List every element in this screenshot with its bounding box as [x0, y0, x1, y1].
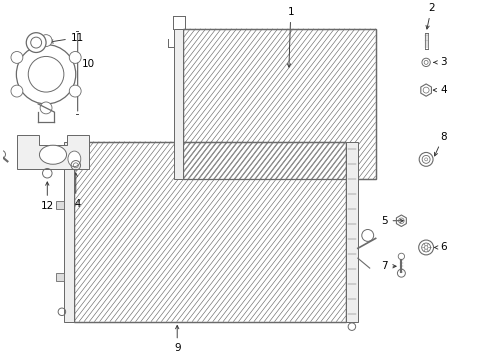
- Circle shape: [40, 102, 52, 114]
- Polygon shape: [183, 29, 376, 179]
- Polygon shape: [17, 135, 89, 169]
- Ellipse shape: [40, 145, 67, 164]
- Circle shape: [11, 51, 23, 63]
- Polygon shape: [56, 273, 64, 281]
- Text: 5: 5: [381, 216, 403, 226]
- Text: 14: 14: [69, 173, 82, 209]
- Text: 4: 4: [433, 85, 446, 95]
- Polygon shape: [346, 141, 358, 322]
- Text: 9: 9: [174, 325, 180, 354]
- Text: 13: 13: [0, 359, 1, 360]
- Circle shape: [40, 35, 52, 46]
- Ellipse shape: [68, 151, 81, 167]
- Polygon shape: [56, 201, 64, 208]
- Polygon shape: [74, 141, 346, 322]
- Text: 6: 6: [434, 243, 446, 252]
- Circle shape: [11, 85, 23, 97]
- Circle shape: [16, 45, 76, 104]
- Polygon shape: [64, 141, 74, 322]
- Text: 1: 1: [287, 7, 294, 67]
- Circle shape: [26, 33, 46, 53]
- Circle shape: [69, 85, 81, 97]
- Polygon shape: [174, 29, 183, 179]
- Text: 12: 12: [41, 182, 54, 211]
- Text: 10: 10: [82, 59, 95, 69]
- Text: 7: 7: [381, 261, 396, 271]
- Text: 11: 11: [50, 33, 84, 43]
- Text: 8: 8: [435, 131, 446, 156]
- Text: 3: 3: [434, 57, 446, 67]
- Text: 2: 2: [426, 3, 435, 29]
- Circle shape: [69, 51, 81, 63]
